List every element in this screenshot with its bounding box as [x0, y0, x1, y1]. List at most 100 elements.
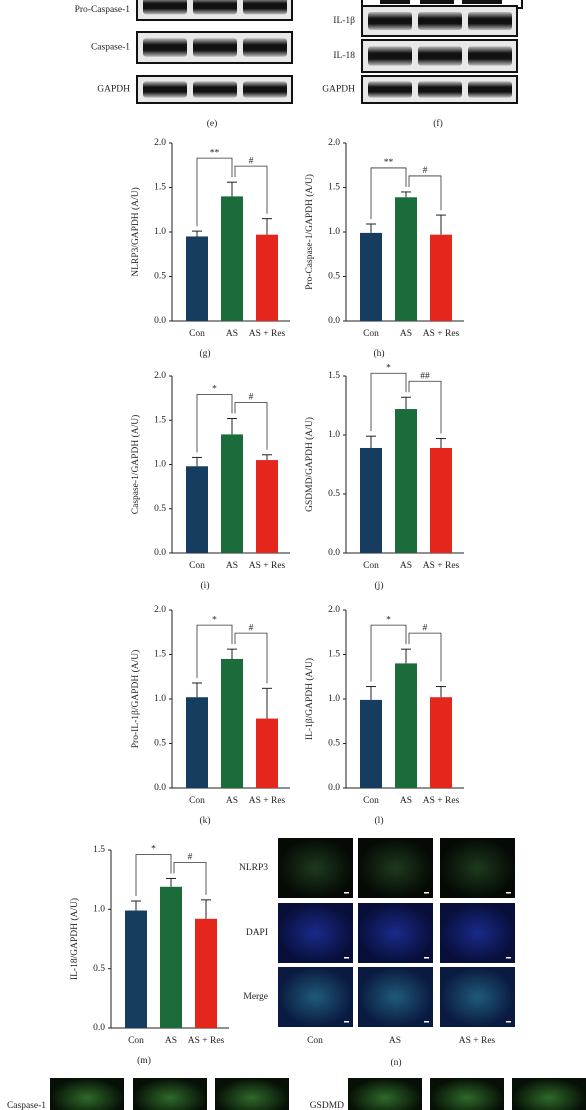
- blot-band: [420, 0, 454, 4]
- y-tick-label: 1.5: [93, 845, 105, 855]
- x-tick-label: Con: [363, 329, 379, 339]
- bar: [360, 447, 382, 553]
- blot-band: [468, 81, 512, 98]
- blot-band: [368, 81, 412, 98]
- column-label: AS: [389, 1036, 401, 1046]
- bar: [195, 918, 217, 1028]
- micrograph: [278, 838, 353, 898]
- panel-caption: (k): [199, 815, 210, 826]
- bar-chart: 0.0 0.5 1.0 1.5 2.0 Pro-IL-1β/GAPDH (A/U) Con A…: [130, 605, 290, 826]
- scale-bar: [506, 1021, 511, 1023]
- significance-label: **: [210, 148, 220, 158]
- y-tick-label: 1.5: [328, 371, 340, 381]
- blot-band: [193, 81, 237, 98]
- y-axis-label: IL-1β/GAPDH (A/U): [304, 658, 315, 740]
- significance-bracket: [234, 632, 268, 684]
- x-tick-label: Con: [189, 561, 205, 571]
- y-axis-label: GSDMD/GAPDH (A/U): [304, 417, 315, 512]
- row-label: DAPI: [246, 928, 268, 938]
- y-tick-label: 2.0: [154, 138, 166, 148]
- significance-bracket: [135, 854, 172, 897]
- bar: [186, 697, 208, 788]
- bar: [186, 466, 208, 553]
- x-tick-label: Con: [189, 796, 205, 806]
- bar: [430, 447, 452, 553]
- y-tick-label: 0.0: [328, 548, 340, 558]
- bar: [256, 234, 278, 321]
- scale-bar: [506, 892, 511, 894]
- x-tick-label: AS + Res: [249, 561, 286, 571]
- x-tick-label: Con: [128, 1036, 144, 1046]
- micrograph: [278, 903, 353, 963]
- panel-caption: (j): [375, 580, 384, 591]
- x-tick-label: AS + Res: [423, 329, 460, 339]
- y-tick-label: 1.0: [93, 905, 105, 915]
- micrograph: [440, 967, 515, 1027]
- significance-label: *: [212, 615, 217, 625]
- blot-label: Pro-Caspase-1: [75, 5, 131, 15]
- significance-bracket: [196, 394, 233, 453]
- micrograph: [512, 1078, 586, 1110]
- x-tick-label: AS: [400, 561, 412, 571]
- bar: [395, 409, 417, 553]
- micrograph: [278, 967, 353, 1027]
- bar: [186, 236, 208, 321]
- significance-label: #: [423, 166, 428, 176]
- blot-band: [143, 81, 187, 98]
- scale-bar: [424, 892, 429, 894]
- blot-band: [418, 12, 462, 30]
- row-label: NLRP3: [239, 863, 268, 873]
- column-label: Con: [307, 1036, 323, 1046]
- y-tick-label: 0.5: [154, 739, 166, 749]
- blot-band: [368, 12, 412, 30]
- significance-bracket: [234, 402, 268, 450]
- bar: [221, 434, 243, 553]
- x-tick-label: Con: [363, 561, 379, 571]
- y-tick-label: 0.0: [328, 783, 340, 793]
- y-tick-label: 0.5: [154, 504, 166, 514]
- y-tick-label: 1.0: [154, 227, 166, 237]
- panel-caption: (i): [201, 580, 210, 591]
- significance-label: *: [386, 615, 391, 625]
- significance-bracket: [196, 624, 233, 678]
- y-axis-label: Pro-IL-1β/GAPDH (A/U): [130, 650, 141, 749]
- blot-label: Caspase-1: [91, 43, 130, 53]
- scale-bar: [344, 1021, 349, 1023]
- blot-band: [143, 38, 187, 57]
- significance-bracket: [408, 175, 442, 211]
- x-tick-label: Con: [363, 796, 379, 806]
- y-tick-label: 0.5: [154, 272, 166, 282]
- panel-caption: (e): [207, 118, 218, 129]
- blot-label: GAPDH: [322, 85, 355, 95]
- y-tick-label: 1.5: [154, 415, 166, 425]
- blot-band: [243, 81, 287, 98]
- bar: [160, 886, 182, 1028]
- bar-chart: 0.0 0.5 1.0 1.5 IL-18/GAPDH (A/U) Con AS AS + R…: [69, 845, 229, 1066]
- y-tick-label: 0.5: [93, 964, 105, 974]
- x-tick-label: AS: [226, 561, 238, 571]
- y-tick-label: 2.0: [328, 138, 340, 148]
- y-tick-label: 1.5: [328, 183, 340, 193]
- micrograph: [133, 1078, 207, 1110]
- blot-band: [243, 0, 287, 15]
- blot-band: [193, 38, 237, 57]
- significance-bracket: [370, 624, 407, 682]
- blot-band: [418, 81, 462, 98]
- significance-label: #: [249, 393, 254, 403]
- blot-band: [380, 0, 410, 4]
- x-tick-label: AS: [165, 1036, 177, 1046]
- significance-label: #: [249, 156, 254, 166]
- bar-chart: 0.0 0.5 1.0 1.5 2.0 Caspase-1/GAPDH (A/U) Con A…: [130, 371, 290, 591]
- significance-bracket: [234, 165, 268, 214]
- micrograph: [358, 838, 433, 898]
- x-tick-label: AS: [226, 329, 238, 339]
- y-tick-label: 0.0: [154, 316, 166, 326]
- bar: [256, 718, 278, 788]
- row-label: Merge: [243, 992, 268, 1002]
- blot-label: GAPDH: [97, 85, 130, 95]
- x-tick-label: AS + Res: [249, 796, 286, 806]
- y-tick-label: 0.0: [93, 1023, 105, 1033]
- bar: [430, 234, 452, 321]
- scale-bar: [424, 957, 429, 959]
- y-axis-label: Caspase-1/GAPDH (A/U): [130, 415, 141, 514]
